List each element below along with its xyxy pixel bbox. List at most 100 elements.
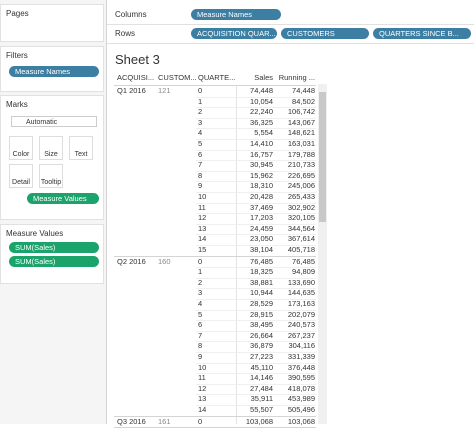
quarter-index: 2 [198,107,203,117]
running-sales: 302,902 [287,202,315,212]
quarter-index: 1 [198,267,203,277]
row-rule [196,405,316,406]
rows-shelf: Rows ACQUISITION QUAR... CUSTOMERS QUART… [107,25,474,44]
sales: 38,495 [250,320,273,330]
quarter-index: 0 [198,256,203,266]
running-sales: 179,788 [287,149,315,159]
acquisition-quarter: Q3 2016 [117,416,146,426]
quarter-index: 8 [198,170,203,180]
rows-pill[interactable]: ACQUISITION QUAR... [191,28,277,39]
row-rule [196,160,316,162]
quarter-index: 14 [198,405,207,414]
running-sales: 226,695 [287,170,315,180]
row-rule [196,96,316,98]
quarter-index: 9 [198,352,203,361]
sales: 27,484 [250,383,273,393]
quarter-index: 12 [198,383,207,393]
running-sales: 103,068 [287,416,315,426]
sales: 14,146 [250,373,273,383]
sales: 26,664 [250,330,273,340]
measure-pill[interactable]: SUM(Sales) [9,256,99,267]
sales: 15,962 [250,170,273,180]
sales: 18,310 [250,181,273,191]
running-sales: 143,067 [287,117,315,127]
customers: 160 [158,256,171,266]
running-sales: 133,690 [287,277,315,287]
quarter-index: 13 [198,223,207,233]
row-rule [196,320,316,322]
quarter-index: 0 [198,416,203,426]
mark-button[interactable]: Size [39,136,63,160]
columns-pill[interactable]: Measure Names [191,9,281,20]
row-rule [196,373,316,375]
quarter-index: 3 [198,288,203,298]
quarter-index: 9 [198,181,203,191]
sales: 36,879 [250,341,273,351]
scrollbar[interactable] [318,84,327,424]
sales: 10,054 [250,96,273,106]
sales: 16,757 [250,149,273,159]
running-sales: 173,163 [287,299,315,308]
running-sales: 405,718 [287,245,315,254]
scroll-thumb[interactable] [319,92,326,222]
sales: 24,459 [250,223,273,233]
sales: 23,050 [250,234,273,244]
running-sales: 245,006 [287,181,315,191]
mark-button[interactable]: Detail [9,164,33,188]
row-rule [196,299,316,300]
quarter-index: 15 [198,245,207,254]
acquisition-quarter: Q2 2016 [117,256,146,266]
mark-type-dropdown[interactable]: Automatic [11,116,97,127]
marks-pill[interactable]: Measure Values [27,193,99,204]
measure-pill[interactable]: SUM(Sales) [9,242,99,253]
filter-pill[interactable]: Measure Names [9,66,99,77]
running-sales: 331,339 [287,352,315,361]
sales: 38,104 [250,245,273,254]
group-rule [114,255,316,257]
columns-shelf: Columns Measure Names [107,6,474,25]
customers: 161 [158,416,171,426]
rows-pill[interactable]: QUARTERS SINCE B... [373,28,471,39]
sales: 38,881 [250,277,273,287]
quarter-index: 0 [198,86,203,95]
header-rule [114,85,316,86]
quarter-index: 13 [198,394,207,404]
row-rule [196,107,316,109]
mark-button[interactable]: Text [69,136,93,160]
pages-title: Pages [6,9,29,18]
running-sales: 320,105 [287,213,315,223]
sales: 28,915 [250,309,273,319]
column-header: Sales [254,73,273,82]
row-rule [196,149,316,151]
running-sales: 74,448 [292,86,315,95]
sales: 28,529 [250,299,273,308]
running-sales: 267,237 [287,330,315,340]
mark-button[interactable]: Tooltip [39,164,63,188]
measure-values-title: Measure Values [6,229,64,238]
quarter-index: 2 [198,277,203,287]
column-rule [236,86,237,424]
sales: 103,068 [245,416,273,426]
sales: 30,945 [250,160,273,170]
quarter-index: 10 [198,362,207,372]
quarter-index: 11 [198,202,206,212]
row-rule [196,245,316,246]
customers: 121 [158,86,171,95]
running-sales: 344,564 [287,223,315,233]
sales: 22,240 [250,107,273,117]
row-rule [196,277,316,279]
row-rule [196,128,316,130]
running-sales: 376,448 [287,362,315,372]
sales: 37,469 [250,202,273,212]
quarter-index: 7 [198,330,203,340]
running-sales: 106,742 [287,107,315,117]
row-rule [196,288,316,290]
running-sales: 163,031 [287,139,315,148]
column-header: ACQUISI... [117,73,155,82]
row-rule [196,139,316,140]
row-rule [196,181,316,183]
mark-button[interactable]: Color [9,136,33,160]
rows-pill[interactable]: CUSTOMERS [281,28,369,39]
running-sales: 76,485 [292,256,315,266]
row-rule [196,213,316,215]
